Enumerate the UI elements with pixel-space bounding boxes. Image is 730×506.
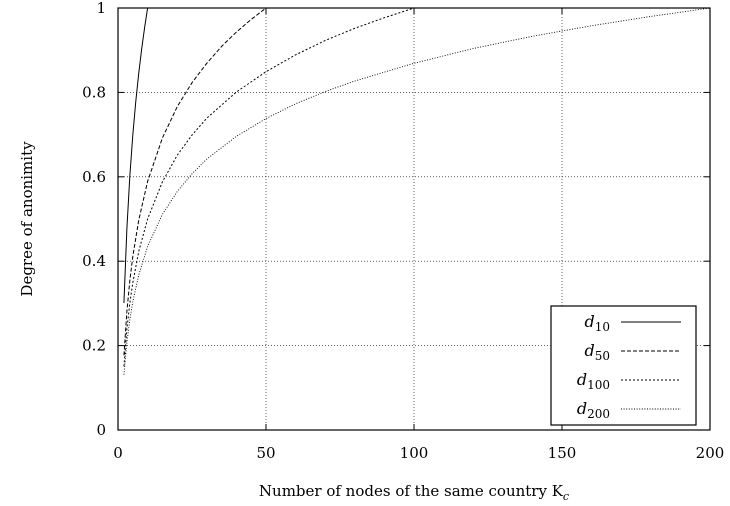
x-axis-title-subscript: c: [563, 490, 569, 503]
series-line-d100: [123, 7, 415, 367]
tick-labels: 0 50 100 150 200 0 0.2 0.4 0.6 0.8 1: [82, 0, 724, 462]
y-axis-title: Degree of anonimity: [18, 141, 36, 297]
y-tick-label: 0.6: [82, 168, 106, 186]
series-line-d50: [123, 7, 267, 356]
legend-label-d200: d200: [577, 399, 610, 421]
legend-label-d100: d100: [577, 370, 610, 392]
legend-label-d50: d50: [584, 341, 610, 363]
legend-label-d10: d10: [584, 312, 610, 334]
y-tick-label: 1: [96, 0, 106, 17]
y-tick-label: 0.4: [82, 252, 106, 270]
series-line-d10: [123, 7, 149, 303]
legend: d10 d50 d100 d200: [550, 305, 697, 426]
y-tick-label: 0: [96, 421, 106, 439]
x-tick-label: 150: [548, 444, 577, 462]
x-axis-title-main: Number of nodes of the same country K: [259, 482, 564, 500]
x-tick-label: 100: [400, 444, 429, 462]
x-axis-title: Number of nodes of the same country Kc: [259, 482, 569, 503]
series-lines: [123, 7, 711, 375]
y-tick-label: 0.8: [82, 83, 106, 101]
x-tick-label: 0: [113, 444, 123, 462]
y-tick-label: 0.2: [82, 337, 106, 355]
x-tick-label: 50: [256, 444, 275, 462]
legend-box: [550, 305, 697, 426]
x-tick-label: 200: [696, 444, 725, 462]
